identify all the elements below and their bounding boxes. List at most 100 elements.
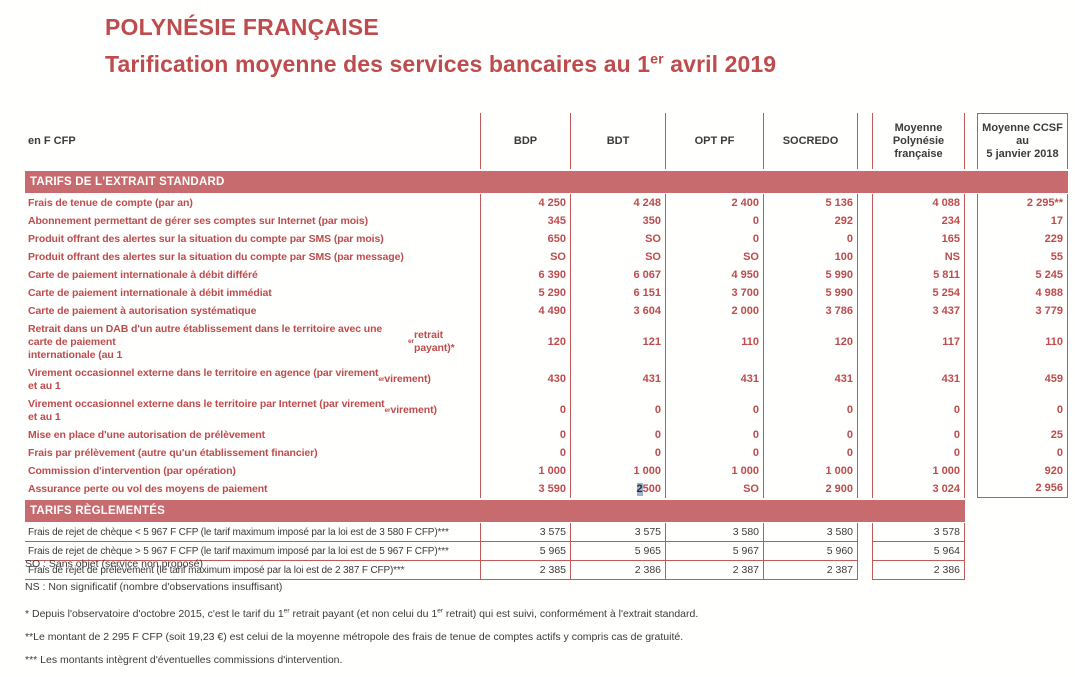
cell-opt-pf: 2 000	[665, 302, 763, 320]
row-label: Commission d'intervention (par opération…	[28, 464, 236, 477]
column-gap	[858, 480, 872, 498]
column-gap	[858, 284, 872, 302]
footnote: NS : Non significatif (nombre d'observat…	[25, 581, 283, 593]
cell-moyenne-ccsf: 110	[977, 320, 1068, 364]
section-header: TARIFS DE L'EXTRAIT STANDARD	[25, 171, 1068, 193]
column-gap	[965, 194, 977, 212]
table-row: Produit offrant des alertes sur la situa…	[25, 230, 1068, 248]
cell-opt-pf: 2 400	[665, 194, 763, 212]
table-row: Abonnement permettant de gérer ses compt…	[25, 212, 1068, 230]
cell-opt-pf: 2 387	[665, 561, 763, 580]
col-header-socredo: SOCREDO	[763, 113, 858, 169]
cell-bdt: 3 604	[570, 302, 665, 320]
cell-moyenne-polynesie: 165	[872, 230, 965, 248]
cell-socredo: 0	[763, 395, 858, 426]
column-gap	[858, 395, 872, 426]
cell-socredo: 5 136	[763, 194, 858, 212]
footnote: *** Les montants intègrent d'éventuelles…	[25, 654, 343, 666]
cell-bdt: 121	[570, 320, 665, 364]
tariff-table: en F CFP BDP BDT OPT PF SOCREDO Moyenne P…	[25, 113, 1068, 580]
cell-opt-pf: SO	[665, 248, 763, 266]
cell-moyenne-polynesie: 5 964	[872, 542, 965, 561]
cell-bdt: 1 000	[570, 462, 665, 480]
column-gap	[858, 426, 872, 444]
cell-moyenne-polynesie: 3 578	[872, 523, 965, 542]
col-header-moyenne-polynesie: Moyenne Polynésie française	[872, 113, 965, 169]
column-gap	[858, 302, 872, 320]
row-label: Carte de paiement internationale à débit…	[28, 286, 272, 299]
cell-moyenne-polynesie: NS	[872, 248, 965, 266]
row-label: Assurance perte ou vol des moyens de pai…	[28, 482, 268, 495]
cell-moyenne-polynesie: 117	[872, 320, 965, 364]
column-gap	[858, 320, 872, 364]
col-header-moyenne-ccsf: Moyenne CCSF au 5 janvier 2018	[977, 113, 1068, 169]
table-row: Assurance perte ou vol des moyens de pai…	[25, 480, 1068, 498]
cell-socredo: 3 786	[763, 302, 858, 320]
cell-moyenne-polynesie: 3 437	[872, 302, 965, 320]
row-label: Retrait dans un DAB d'un autre établisse…	[28, 322, 455, 361]
cell-moyenne-polynesie: 2 386	[872, 561, 965, 580]
cell-bdp: 3 575	[480, 523, 570, 542]
cell-bdt: 4 248	[570, 194, 665, 212]
cell-moyenne-ccsf	[977, 523, 1068, 542]
cell-moyenne-ccsf: 229	[977, 230, 1068, 248]
cell-bdp: 0	[480, 444, 570, 462]
cell-moyenne-ccsf: 4 988	[977, 284, 1068, 302]
table-header: en F CFP BDP BDT OPT PF SOCREDO Moyenne P…	[25, 113, 1068, 169]
footnote: * Depuis l'observatoire d'octobre 2015, …	[25, 607, 699, 620]
cell-moyenne-ccsf: 0	[977, 395, 1068, 426]
cell-moyenne-ccsf: 25	[977, 426, 1068, 444]
column-gap	[858, 230, 872, 248]
column-gap	[965, 230, 977, 248]
column-gap	[965, 113, 977, 169]
row-label: Frais de rejet de chèque < 5 967 F CFP (…	[25, 523, 480, 542]
row-label: Produit offrant des alertes sur la situa…	[28, 232, 384, 245]
cell-moyenne-ccsf: 459	[977, 364, 1068, 395]
column-gap	[858, 113, 872, 169]
row-label: Produit offrant des alertes sur la situa…	[28, 250, 404, 263]
column-gap	[965, 426, 977, 444]
table-row: Frais de rejet de chèque < 5 967 F CFP (…	[25, 523, 1068, 542]
cell-moyenne-polynesie: 234	[872, 212, 965, 230]
cell-bdp: 120	[480, 320, 570, 364]
table-row: Retrait dans un DAB d'un autre établisse…	[25, 320, 1068, 364]
cell-bdp: 4 490	[480, 302, 570, 320]
cell-bdp: 5 965	[480, 542, 570, 561]
cell-bdt: SO	[570, 248, 665, 266]
cell-moyenne-polynesie: 3 024	[872, 480, 965, 498]
col-header-bdt: BDT	[570, 113, 665, 169]
column-gap	[965, 284, 977, 302]
column-gap	[965, 266, 977, 284]
row-label: Abonnement permettant de gérer ses compt…	[28, 214, 368, 227]
cell-moyenne-polynesie: 0	[872, 426, 965, 444]
cell-opt-pf: 1 000	[665, 462, 763, 480]
cell-moyenne-polynesie: 0	[872, 395, 965, 426]
column-gap	[858, 364, 872, 395]
cell-bdt: 6 067	[570, 266, 665, 284]
cell-bdt: 431	[570, 364, 665, 395]
table-row: Frais de tenue de compte (par an) 4 250 4 …	[25, 194, 1068, 212]
cell-moyenne-ccsf: 55	[977, 248, 1068, 266]
cell-opt-pf: 0	[665, 212, 763, 230]
cell-bdt: 0	[570, 444, 665, 462]
cell-bdp: 1 000	[480, 462, 570, 480]
cell-bdt: SO	[570, 230, 665, 248]
cell-moyenne-polynesie: 4 088	[872, 194, 965, 212]
footnote: SO : Sans objet (service non proposé)	[25, 558, 204, 570]
cell-socredo: 5 990	[763, 284, 858, 302]
cell-bdp: 3 590	[480, 480, 570, 498]
cell-bdt: 0	[570, 426, 665, 444]
table-row: Frais par prélèvement (autre qu'un établ…	[25, 444, 1068, 462]
cell-moyenne-ccsf: 2 956	[977, 480, 1068, 498]
cell-bdp: 0	[480, 426, 570, 444]
cell-socredo: 0	[763, 444, 858, 462]
cell-bdt: 3 575	[570, 523, 665, 542]
title-line1: POLYNÉSIE FRANÇAISE	[105, 14, 379, 40]
cell-bdt: 5 965	[570, 542, 665, 561]
column-gap	[965, 523, 977, 542]
cell-moyenne-polynesie: 5 811	[872, 266, 965, 284]
cell-bdp: 5 290	[480, 284, 570, 302]
column-gap	[858, 248, 872, 266]
row-label: Virement occasionnel externe dans le ter…	[28, 397, 437, 423]
cell-opt-pf: 0	[665, 230, 763, 248]
